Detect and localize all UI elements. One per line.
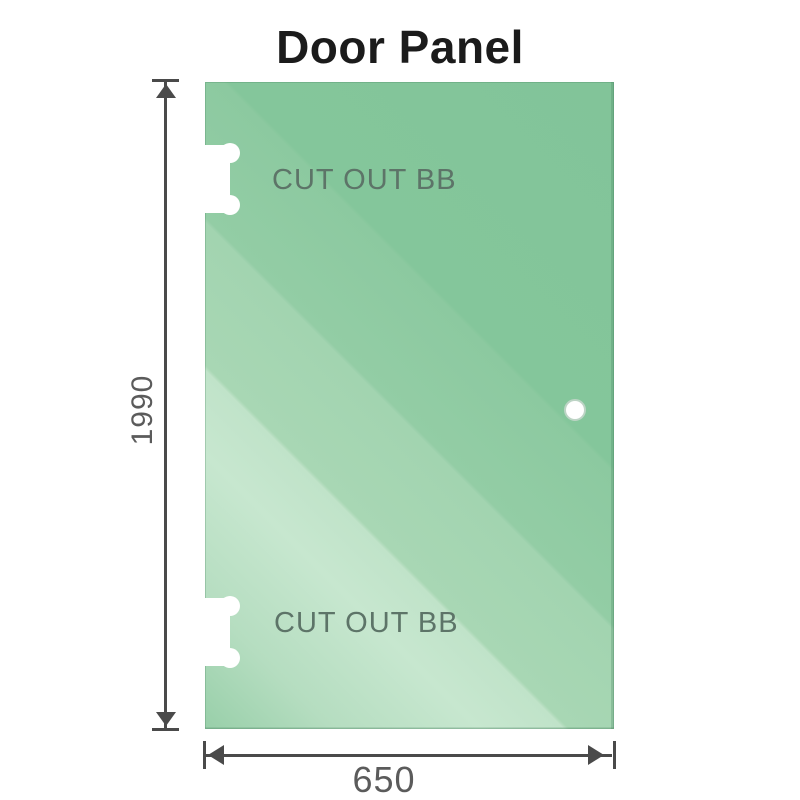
- handle-hole: [564, 399, 586, 421]
- cutout-top-label: CUT OUT BB: [272, 164, 457, 196]
- cutout-bottom-label: CUT OUT BB: [274, 607, 459, 639]
- glass-panel: [205, 82, 614, 729]
- width-dimension-cap-left: [203, 741, 206, 769]
- width-dimension-cap-right: [613, 741, 616, 769]
- width-dimension-label: 650: [352, 759, 416, 800]
- hinge-cutout-bottom: [205, 596, 240, 668]
- page-title: Door Panel: [276, 21, 524, 73]
- height-dimension-cap-bottom: [152, 728, 179, 731]
- height-dimension-label: 1990: [126, 374, 159, 446]
- height-dimension-cap-top: [152, 79, 179, 82]
- arrow-right-icon: [588, 745, 604, 765]
- arrow-down-icon: [156, 712, 176, 726]
- height-dimension-line: [164, 81, 167, 729]
- hinge-cutout-top: [205, 143, 240, 215]
- arrow-left-icon: [208, 745, 224, 765]
- width-dimension-line: [206, 754, 612, 757]
- arrow-up-icon: [156, 84, 176, 98]
